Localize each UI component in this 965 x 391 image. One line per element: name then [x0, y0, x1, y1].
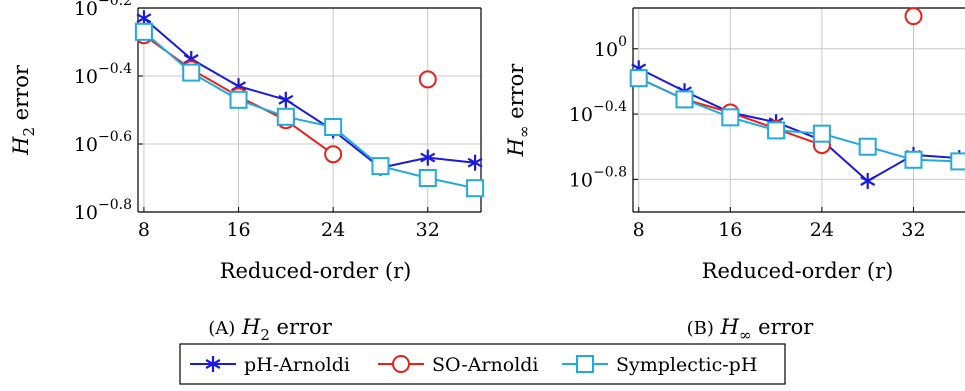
- data-point-ph-arnoldi: [420, 149, 436, 166]
- y-axis-label: H2 error: [9, 64, 38, 156]
- x-tick-label: 24: [321, 219, 345, 241]
- data-point-symplectic-ph: [767, 121, 786, 140]
- legend: pH-Arnoldi SO-Arnoldi Symplectic-pH: [179, 343, 786, 385]
- legend-box: [179, 343, 786, 385]
- data-point-so-arnoldi-outlier: [418, 70, 437, 89]
- data-point-symplectic-ph: [629, 69, 648, 88]
- data-point-ph-arnoldi: [860, 172, 876, 189]
- legend-marker: [392, 355, 410, 373]
- data-point-symplectic-ph: [418, 169, 437, 187]
- data-point-symplectic-ph: [466, 179, 485, 198]
- data-point-ph-arnoldi: [278, 91, 294, 108]
- data-point-symplectic-ph: [276, 107, 295, 126]
- data-point-symplectic-ph: [904, 150, 923, 169]
- y-tick-label: 10−0.8: [569, 164, 627, 191]
- y-tick-label: 10−0.4: [569, 99, 627, 126]
- x-tick-label: 16: [718, 219, 742, 241]
- x-tick-label: 8: [138, 219, 150, 241]
- subfigure-caption: (A) H2 error: [208, 315, 332, 344]
- subfigure-caption: (B) H∞ error: [687, 315, 815, 344]
- legend-item: Symplectic-pH: [562, 354, 757, 376]
- series-group: [134, 10, 485, 198]
- x-tick-label: 24: [810, 219, 834, 241]
- data-point-symplectic-ph: [324, 118, 343, 136]
- legend-item: SO-Arnoldi: [378, 354, 539, 376]
- data-point-symplectic-ph: [134, 22, 153, 41]
- y-tick-label: 100: [594, 34, 627, 61]
- data-point-so-arnoldi-outlier: [904, 7, 923, 26]
- y-tick-label: 10−0.8: [74, 197, 132, 224]
- data-point-symplectic-ph: [371, 157, 390, 176]
- legend-label: pH-Arnoldi: [244, 354, 350, 376]
- legend-marker: [576, 355, 594, 373]
- x-tick-label: 8: [633, 219, 645, 241]
- x-axis-label: Reduced-order (r): [702, 259, 894, 283]
- data-point-so-arnoldi: [324, 145, 343, 164]
- x-tick-label: 32: [416, 219, 440, 241]
- data-point-ph-arnoldi: [467, 154, 483, 171]
- y-tick-label: 10−0.4: [74, 61, 132, 88]
- data-point-symplectic-ph: [858, 137, 877, 156]
- data-point-ph-arnoldi: [136, 10, 152, 27]
- legend-item: pH-Arnoldi: [190, 354, 350, 376]
- x-axis-label: Reduced-order (r): [220, 259, 412, 283]
- legend-label: SO-Arnoldi: [432, 354, 539, 376]
- data-point-symplectic-ph: [721, 108, 740, 127]
- chart-hinf-error: 8 16 24 32 100 10−0.4 10−0.8 Reduced-order (r) H…: [504, 7, 965, 344]
- x-tick-label: 32: [901, 219, 925, 241]
- data-point-symplectic-ph: [229, 90, 248, 109]
- x-tick-label: 16: [226, 219, 250, 241]
- series-line-symplectic-ph: [143, 31, 476, 190]
- y-tick-label: 10−0.6: [74, 129, 132, 156]
- series-line-ph-arnoldi: [143, 17, 476, 169]
- data-point-symplectic-ph: [675, 90, 694, 109]
- legend-marker: [205, 356, 221, 372]
- y-axis-label: H∞ error: [504, 63, 533, 158]
- data-point-symplectic-ph: [182, 63, 201, 82]
- data-point-symplectic-ph: [812, 124, 831, 143]
- y-tick-label: 10−0.2: [74, 0, 132, 20]
- series-group: [629, 7, 965, 189]
- chart-h2-error: 8 16 24 32 10−0.2 10−0.4 10−0.6 10−0.8 Reduced-o…: [9, 0, 485, 344]
- data-point-symplectic-ph: [950, 152, 965, 171]
- legend-label: Symplectic-pH: [616, 354, 757, 376]
